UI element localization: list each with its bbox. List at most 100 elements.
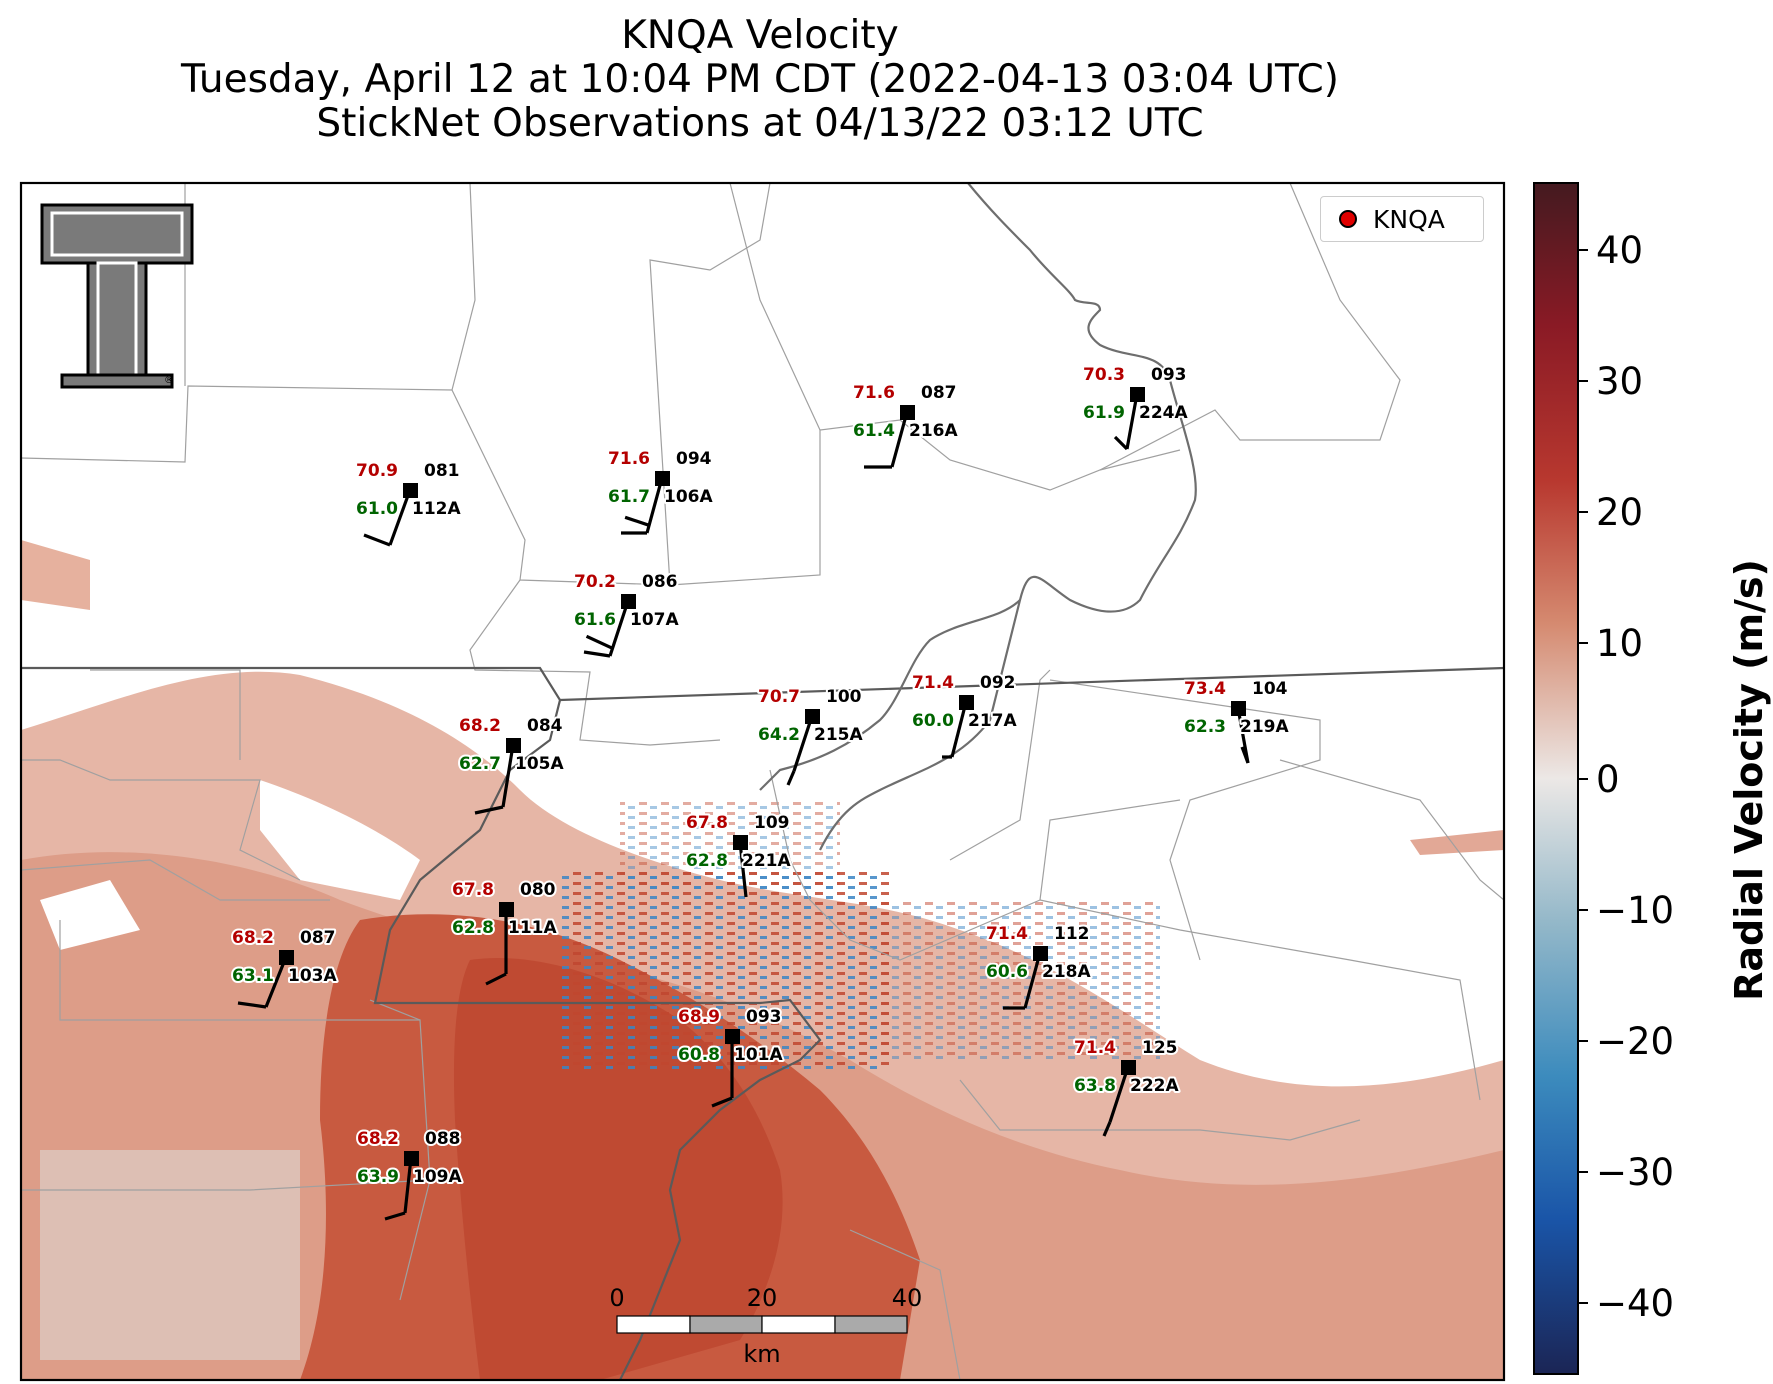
station-107a[interactable]: 70.2 086 61.6 107A [572, 570, 681, 658]
station-marker-icon [1130, 387, 1145, 402]
scale-tick-40: 40 [892, 1284, 923, 1312]
station-temperature: 70.7 [758, 687, 800, 707]
station-219a[interactable]: 73.4 104 62.3 219A [1182, 677, 1291, 764]
station-temperature: 70.2 [574, 572, 616, 592]
station-215a[interactable]: 70.7 100 64.2 215A [756, 685, 865, 786]
colorbar-tick-label: 0 [1596, 758, 1620, 801]
station-105a[interactable]: 68.2 084 62.7 105A [457, 714, 566, 815]
colorbar-tick-label: −20 [1596, 1020, 1674, 1063]
map-frame [19, 181, 1506, 1382]
station-101a[interactable]: 68.9 093 60.8 101A [676, 1005, 785, 1108]
station-marker-icon [900, 405, 915, 420]
colorbar-tick-label: 30 [1596, 360, 1643, 403]
station-112a[interactable]: 70.9 081 61.0 112A [354, 459, 463, 547]
station-dewpoint: 63.8 [1074, 1076, 1116, 1096]
station-218a[interactable]: 71.4 112 60.6 218A [984, 922, 1093, 1010]
station-marker-icon [403, 483, 418, 498]
wind-barb [485, 972, 507, 986]
station-217a[interactable]: 71.4 092 60.0 217A [910, 671, 1019, 759]
station-103a[interactable]: 68.2 087 63.1 103A [230, 926, 339, 1009]
station-temperature: 68.9 [678, 1007, 720, 1027]
wind-barb-staff [1236, 707, 1250, 764]
station-106a[interactable]: 71.6 094 61.7 106A [606, 447, 715, 535]
station-dewpoint: 60.8 [678, 1045, 720, 1065]
station-wind-direction: 080 [520, 880, 556, 900]
station-222a[interactable]: 71.4 125 63.8 222A [1072, 1036, 1181, 1137]
title-radar-name: KNQA Velocity [621, 13, 899, 58]
station-id: 222A [1130, 1076, 1179, 1096]
station-id: 217A [968, 711, 1017, 731]
station-111a[interactable]: 67.8 080 62.8 111A [450, 878, 559, 986]
station-216a[interactable]: 71.6 087 61.4 216A [851, 381, 960, 469]
velocity-colorbar: 40 30 20 10 0 −10 −20 −30 −40 Radial Velocity (m… [1533, 182, 1771, 1375]
wind-barb-staff [264, 956, 288, 1008]
station-marker-icon [279, 950, 294, 965]
wind-barb [624, 515, 650, 527]
station-dewpoint: 62.3 [1184, 717, 1226, 737]
station-id: 221A [742, 851, 791, 871]
station-id: 112A [412, 499, 461, 519]
sticknet-stations: 70.9 081 61.0 112A 71.6 094 61.7 106A 71.6 087 61.… [230, 363, 1291, 1221]
station-dewpoint: 60.0 [912, 711, 954, 731]
radar-velocity-layer [21, 183, 1504, 1380]
logo-registered-mark: ® [164, 375, 174, 386]
station-id: 107A [630, 610, 679, 630]
wind-barb [711, 1096, 733, 1108]
station-temperature: 71.6 [608, 449, 650, 469]
station-temperature: 68.2 [357, 1129, 399, 1149]
station-dewpoint: 61.6 [574, 610, 616, 630]
map-title: KNQA Velocity Tuesday, April 12 at 10:04… [0, 14, 1520, 146]
wind-barb [384, 1211, 406, 1221]
colorbar-tick-label: −40 [1596, 1282, 1674, 1325]
station-wind-direction: 086 [642, 572, 678, 592]
wind-barb [363, 533, 391, 547]
station-wind-direction: 104 [1252, 679, 1288, 699]
colorbar-tick-label: 20 [1596, 491, 1643, 534]
station-id: 111A [508, 918, 557, 938]
station-id: 103A [288, 966, 337, 986]
wind-barb [585, 634, 614, 650]
scale-unit: km [743, 1340, 780, 1368]
station-wind-direction: 093 [746, 1007, 782, 1027]
station-wind-direction: 081 [424, 461, 460, 481]
station-temperature: 71.4 [912, 673, 954, 693]
colorbar-tick-label: 40 [1596, 229, 1643, 272]
colorbar-tick-label: −30 [1596, 1151, 1674, 1194]
station-marker-icon [959, 695, 974, 710]
station-dewpoint: 61.7 [608, 487, 650, 507]
station-marker-icon [404, 1151, 419, 1166]
station-224a[interactable]: 70.3 093 61.9 224A [1081, 363, 1190, 451]
radar-site-legend: KNQA [1320, 196, 1484, 242]
wind-barb-staff [738, 841, 748, 898]
scale-tick-20: 20 [747, 1284, 778, 1312]
station-wind-direction: 100 [826, 687, 862, 707]
wind-barb-staff [792, 715, 814, 772]
station-temperature: 67.8 [452, 880, 494, 900]
wind-barb [1240, 746, 1250, 764]
station-id: 106A [664, 487, 713, 507]
state-boundaries [21, 183, 1504, 1380]
station-dewpoint: 61.9 [1083, 403, 1125, 423]
station-temperature: 67.8 [686, 813, 728, 833]
station-temperature: 68.2 [459, 716, 501, 736]
title-datetime: Tuesday, April 12 at 10:04 PM CDT (2022-… [180, 57, 1340, 102]
station-dewpoint: 63.9 [357, 1167, 399, 1187]
station-wind-direction: 088 [425, 1129, 461, 1149]
station-dewpoint: 62.7 [459, 754, 501, 774]
station-wind-direction: 125 [1142, 1038, 1178, 1058]
station-marker-icon [506, 738, 521, 753]
wind-barb [583, 650, 611, 658]
wind-barb [786, 770, 796, 786]
wind-barb [237, 1001, 267, 1009]
station-wind-direction: 112 [1054, 924, 1090, 944]
station-marker-icon [499, 902, 514, 917]
station-109a[interactable]: 68.2 088 63.9 109A [355, 1127, 464, 1221]
station-221a[interactable]: 67.8 109 62.8 221A [684, 811, 793, 898]
station-marker-icon [733, 835, 748, 850]
station-marker-icon [655, 471, 670, 486]
station-dewpoint: 63.1 [232, 966, 274, 986]
station-dewpoint: 64.2 [758, 725, 800, 745]
station-marker-icon [1231, 701, 1246, 716]
wind-barb-staff [501, 744, 515, 808]
station-wind-direction: 109 [754, 813, 790, 833]
